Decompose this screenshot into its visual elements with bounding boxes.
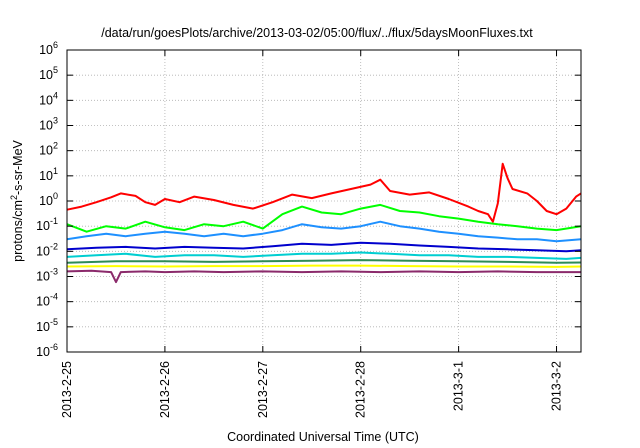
y-tick-label: 10-6 [36, 342, 58, 359]
x-tick-label: 2013-2-26 [158, 361, 172, 418]
series-line [66, 162, 582, 223]
x-tick-label: 2013-3-2 [550, 361, 564, 411]
x-tick-label: 2013-3-1 [452, 361, 466, 411]
series-line [66, 220, 582, 243]
series-line [66, 259, 582, 264]
y-tick-label: 103 [39, 116, 58, 133]
x-tick-label: 2013-2-25 [60, 361, 74, 418]
y-tick-label: 10-1 [36, 216, 58, 233]
chart-title: /data/run/goesPlots/archive/2013-03-02/0… [101, 26, 533, 40]
y-tick-label: 10-3 [36, 267, 58, 284]
y-axis-ticks: 10-6 10-5 10-4 10-3 10-2 10-1 100 101 102 103 104 1… [36, 40, 581, 359]
y-axis-label: protons/cm2-s-sr-MeV [9, 139, 25, 261]
series-lines [66, 162, 582, 284]
y-tick-label: 104 [39, 90, 58, 107]
x-tick-label: 2013-2-27 [256, 361, 270, 418]
x-tick-label: 2013-2-28 [354, 361, 368, 418]
y-axis-label-rest: -s-sr-MeV [11, 139, 25, 195]
y-tick-label: 106 [39, 40, 58, 57]
series-line [66, 203, 582, 233]
y-tick-label: 100 [39, 191, 58, 208]
y-tick-label: 102 [39, 141, 58, 158]
y-tick-label: 10-4 [36, 292, 58, 309]
series-line [66, 264, 582, 268]
y-tick-label: 10-2 [36, 241, 58, 258]
y-axis-label-sup: 2 [9, 195, 19, 200]
x-axis-label: Coordinated Universal Time (UTC) [227, 430, 419, 444]
y-tick-label: 101 [39, 166, 58, 183]
x-axis-ticks: 2013-2-25 2013-2-26 2013-2-27 2013-2-28 2013… [60, 50, 564, 418]
series-line [66, 269, 581, 284]
series-line [66, 241, 582, 253]
y-tick-label: 10-5 [36, 317, 58, 334]
grid-lines [67, 50, 581, 352]
y-axis-label-base: protons/cm [11, 200, 25, 262]
series-line [66, 251, 582, 260]
y-tick-label: 105 [39, 65, 58, 82]
